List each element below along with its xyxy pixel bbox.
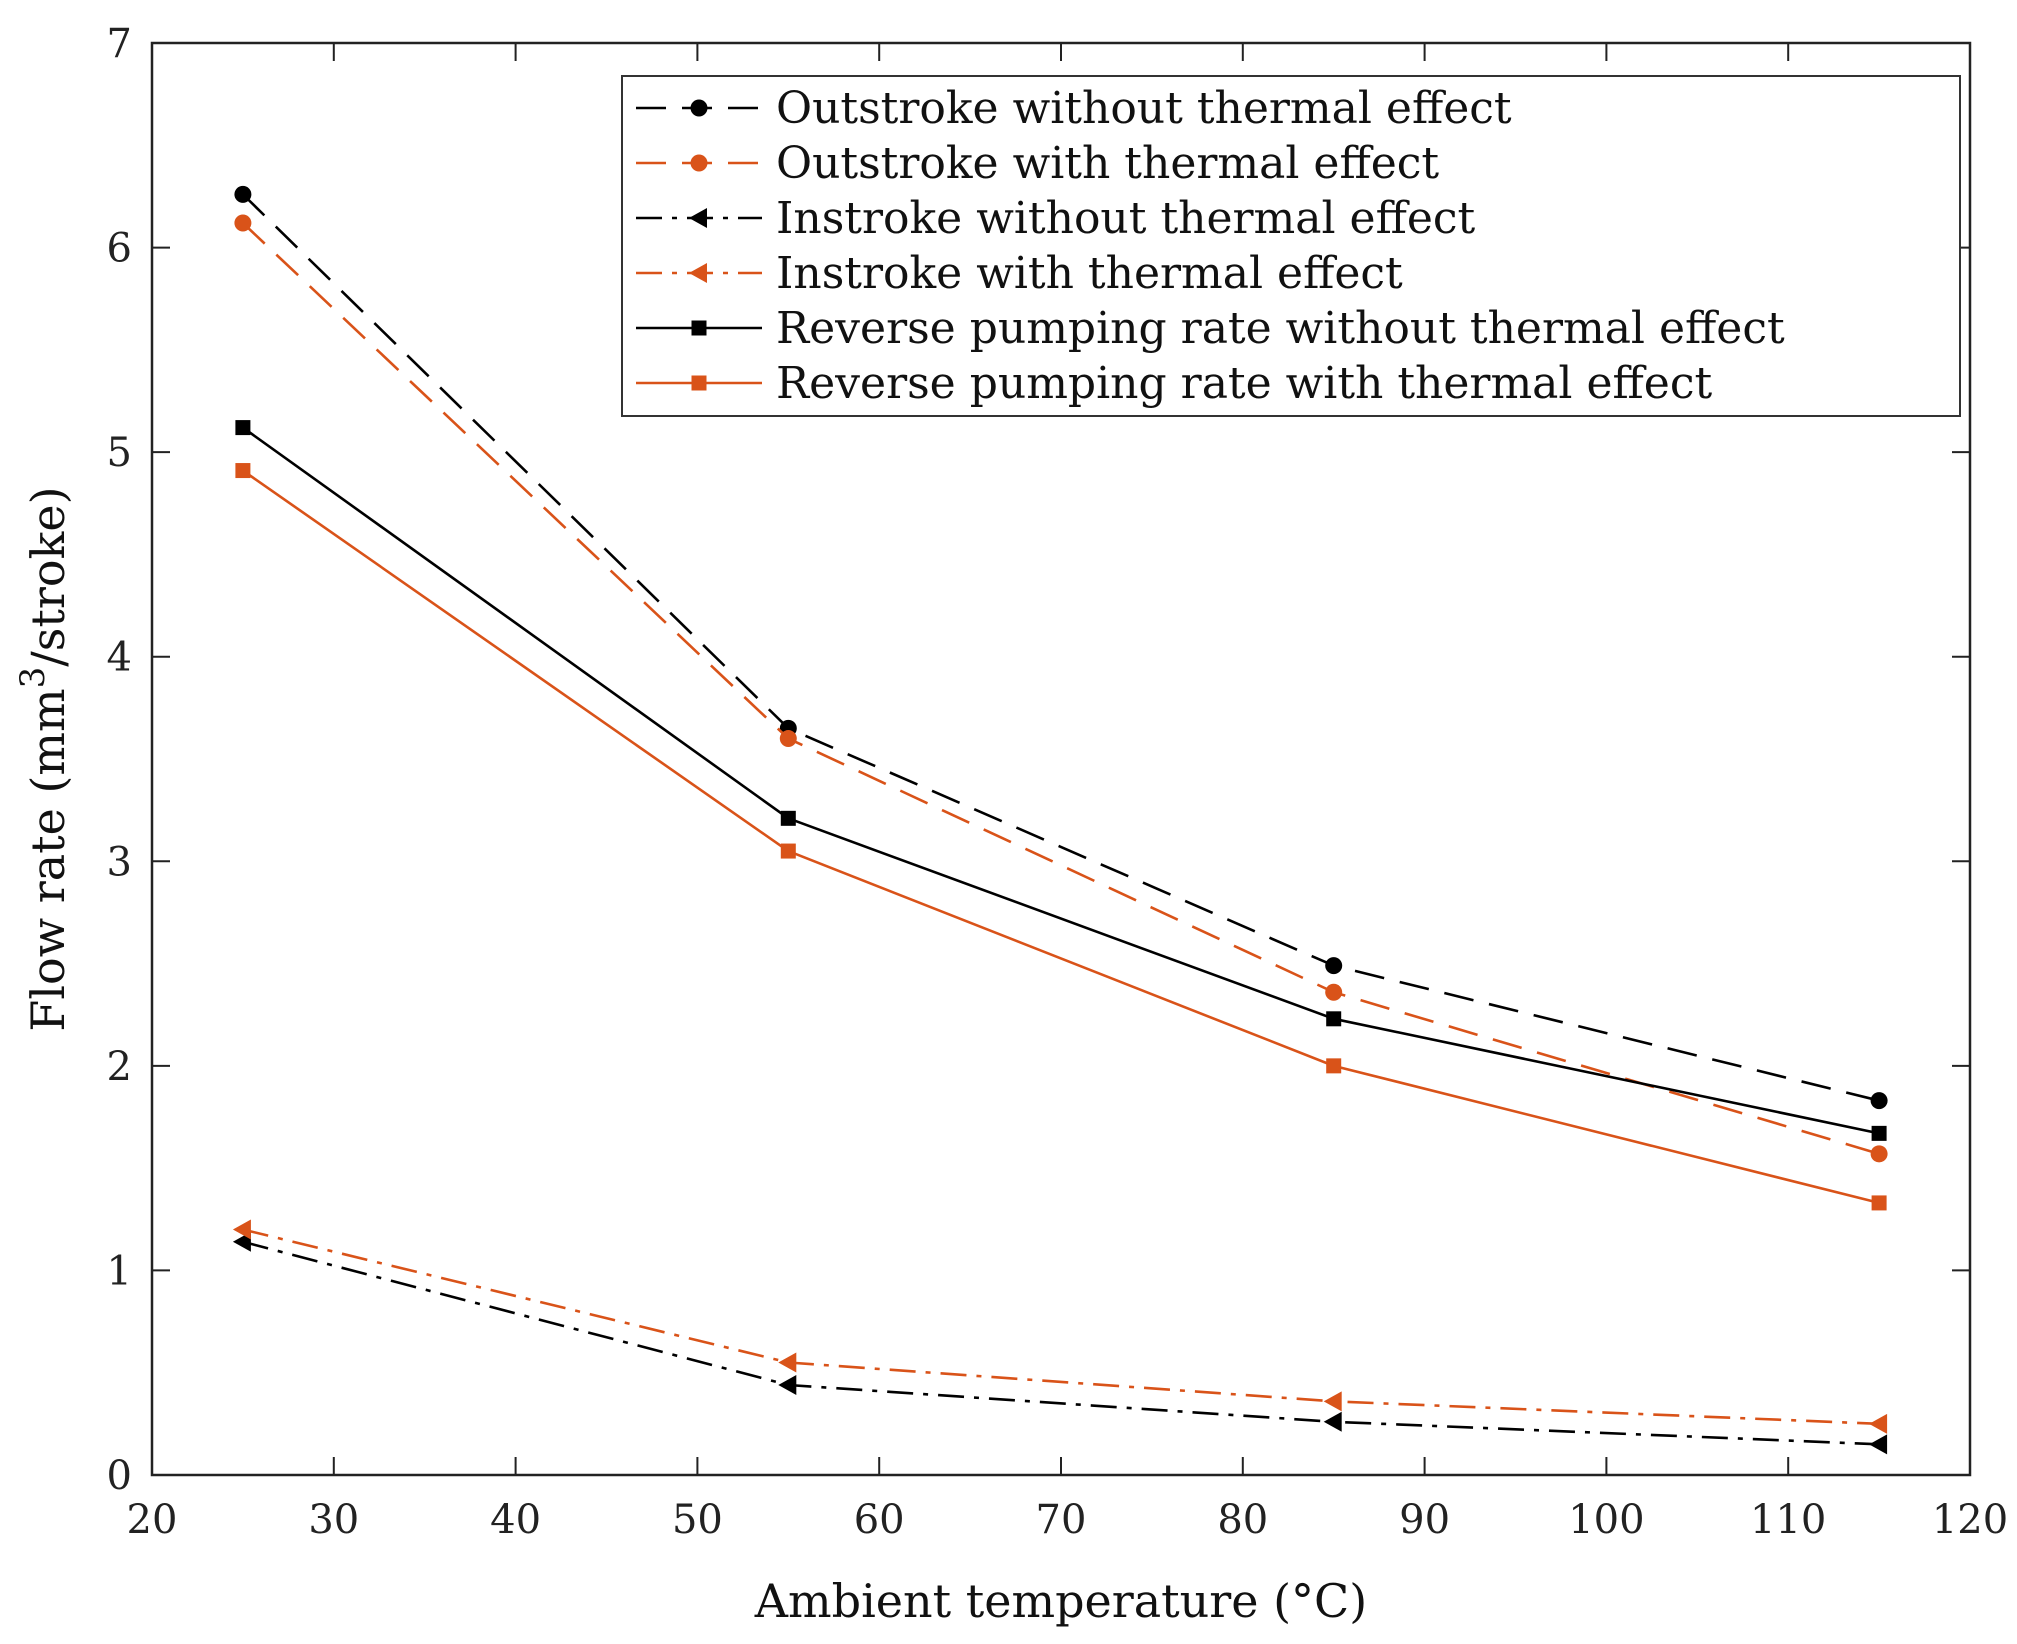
- legend-items: Outstroke without thermal effectOutstrok…: [636, 83, 1785, 409]
- legend-marker: [691, 320, 707, 336]
- y-axis-title-superscript: 3: [13, 667, 53, 689]
- legend-item-2: Outstroke with thermal effect: [636, 138, 1439, 189]
- legend-label: Reverse pumping rate with thermal effect: [776, 358, 1712, 409]
- x-tick-label: 90: [1399, 1497, 1450, 1543]
- x-tick-label: 70: [1036, 1497, 1087, 1543]
- data-point: [1326, 1011, 1342, 1027]
- y-tick-label: 3: [107, 839, 132, 885]
- series-line: [242, 1240, 1880, 1446]
- data-point: [1870, 1145, 1888, 1163]
- series-5: [235, 420, 1887, 1141]
- legend-item-3: Instroke without thermal effect: [636, 193, 1476, 244]
- y-tick-label: 5: [107, 430, 132, 476]
- data-point: [235, 463, 251, 479]
- data-point: [235, 420, 251, 436]
- series-line: [242, 1228, 1880, 1426]
- data-point: [1869, 1434, 1888, 1455]
- legend-item-4: Instroke with thermal effect: [636, 248, 1403, 299]
- y-axis-title-tail: /stroke): [21, 486, 75, 666]
- legend-label: Outstroke without thermal effect: [776, 83, 1512, 134]
- series-line: [241, 193, 1880, 1102]
- legend-marker: [690, 154, 708, 172]
- x-tick-label: 110: [1750, 1497, 1826, 1543]
- legend-item-6: Reverse pumping rate with thermal effect: [636, 358, 1712, 409]
- data-point: [234, 214, 252, 232]
- data-point: [1871, 1125, 1887, 1141]
- x-tick-label: 40: [490, 1497, 541, 1543]
- legend-marker: [689, 263, 707, 283]
- x-tick-label: 80: [1217, 1497, 1268, 1543]
- y-tick-label: 4: [107, 635, 132, 681]
- y-tick-label: 1: [107, 1248, 132, 1294]
- data-point: [778, 1374, 797, 1395]
- y-axis-title-main: Flow rate (mm: [21, 688, 75, 1031]
- legend-box: [621, 75, 1961, 417]
- data-point: [1326, 1058, 1342, 1074]
- data-point: [1871, 1195, 1887, 1211]
- x-tick-label: 60: [854, 1497, 905, 1543]
- x-tick-label: 20: [127, 1497, 178, 1543]
- x-tick-label: 30: [308, 1497, 359, 1543]
- series-4: [232, 1219, 1888, 1434]
- legend-label: Instroke without thermal effect: [776, 193, 1476, 244]
- data-point: [1869, 1413, 1888, 1434]
- legend-marker: [690, 99, 708, 117]
- series-layer: [232, 185, 1888, 1455]
- legend: Outstroke without thermal effectOutstrok…: [621, 75, 1961, 417]
- series-3: [232, 1231, 1888, 1455]
- y-tick-label: 7: [107, 21, 132, 67]
- series-2: [234, 214, 1888, 1163]
- x-axis-title: Ambient temperature (°C): [754, 1574, 1367, 1628]
- legend-label: Instroke with thermal effect: [776, 248, 1403, 299]
- series-line: [242, 469, 1880, 1205]
- y-axis-title: Flow rate (mm3/stroke): [13, 486, 75, 1031]
- data-point: [1870, 1092, 1888, 1110]
- legend-marker: [689, 208, 707, 228]
- legend-item-1: Outstroke without thermal effect: [636, 83, 1512, 134]
- y-tick-label: 0: [107, 1453, 132, 1499]
- axis-ticks: 20 30 40 50 60 70 80 90 100 110 120 0 1 2 3 4 5 6 7: [107, 21, 2009, 1543]
- series-6: [235, 463, 1887, 1211]
- legend-marker: [691, 375, 707, 391]
- x-tick-label: 100: [1568, 1497, 1644, 1543]
- series-line: [242, 222, 1880, 1156]
- y-tick-label: 6: [107, 226, 132, 272]
- x-tick-label: 50: [672, 1497, 723, 1543]
- data-point: [778, 1352, 797, 1373]
- legend-item-5: Reverse pumping rate without thermal eff…: [636, 303, 1785, 354]
- data-point: [1323, 1411, 1342, 1432]
- legend-label: Outstroke with thermal effect: [776, 138, 1439, 189]
- legend-label: Reverse pumping rate without thermal eff…: [776, 303, 1785, 354]
- data-point: [1323, 1391, 1342, 1412]
- data-point: [780, 810, 796, 826]
- data-point: [779, 730, 797, 748]
- series-line: [242, 426, 1880, 1135]
- data-point: [1325, 983, 1343, 1001]
- data-point: [1325, 957, 1343, 975]
- data-point: [232, 1219, 251, 1240]
- x-tick-label: 120: [1932, 1497, 2008, 1543]
- data-point: [234, 185, 252, 203]
- data-point: [780, 843, 796, 859]
- y-tick-label: 2: [107, 1044, 132, 1090]
